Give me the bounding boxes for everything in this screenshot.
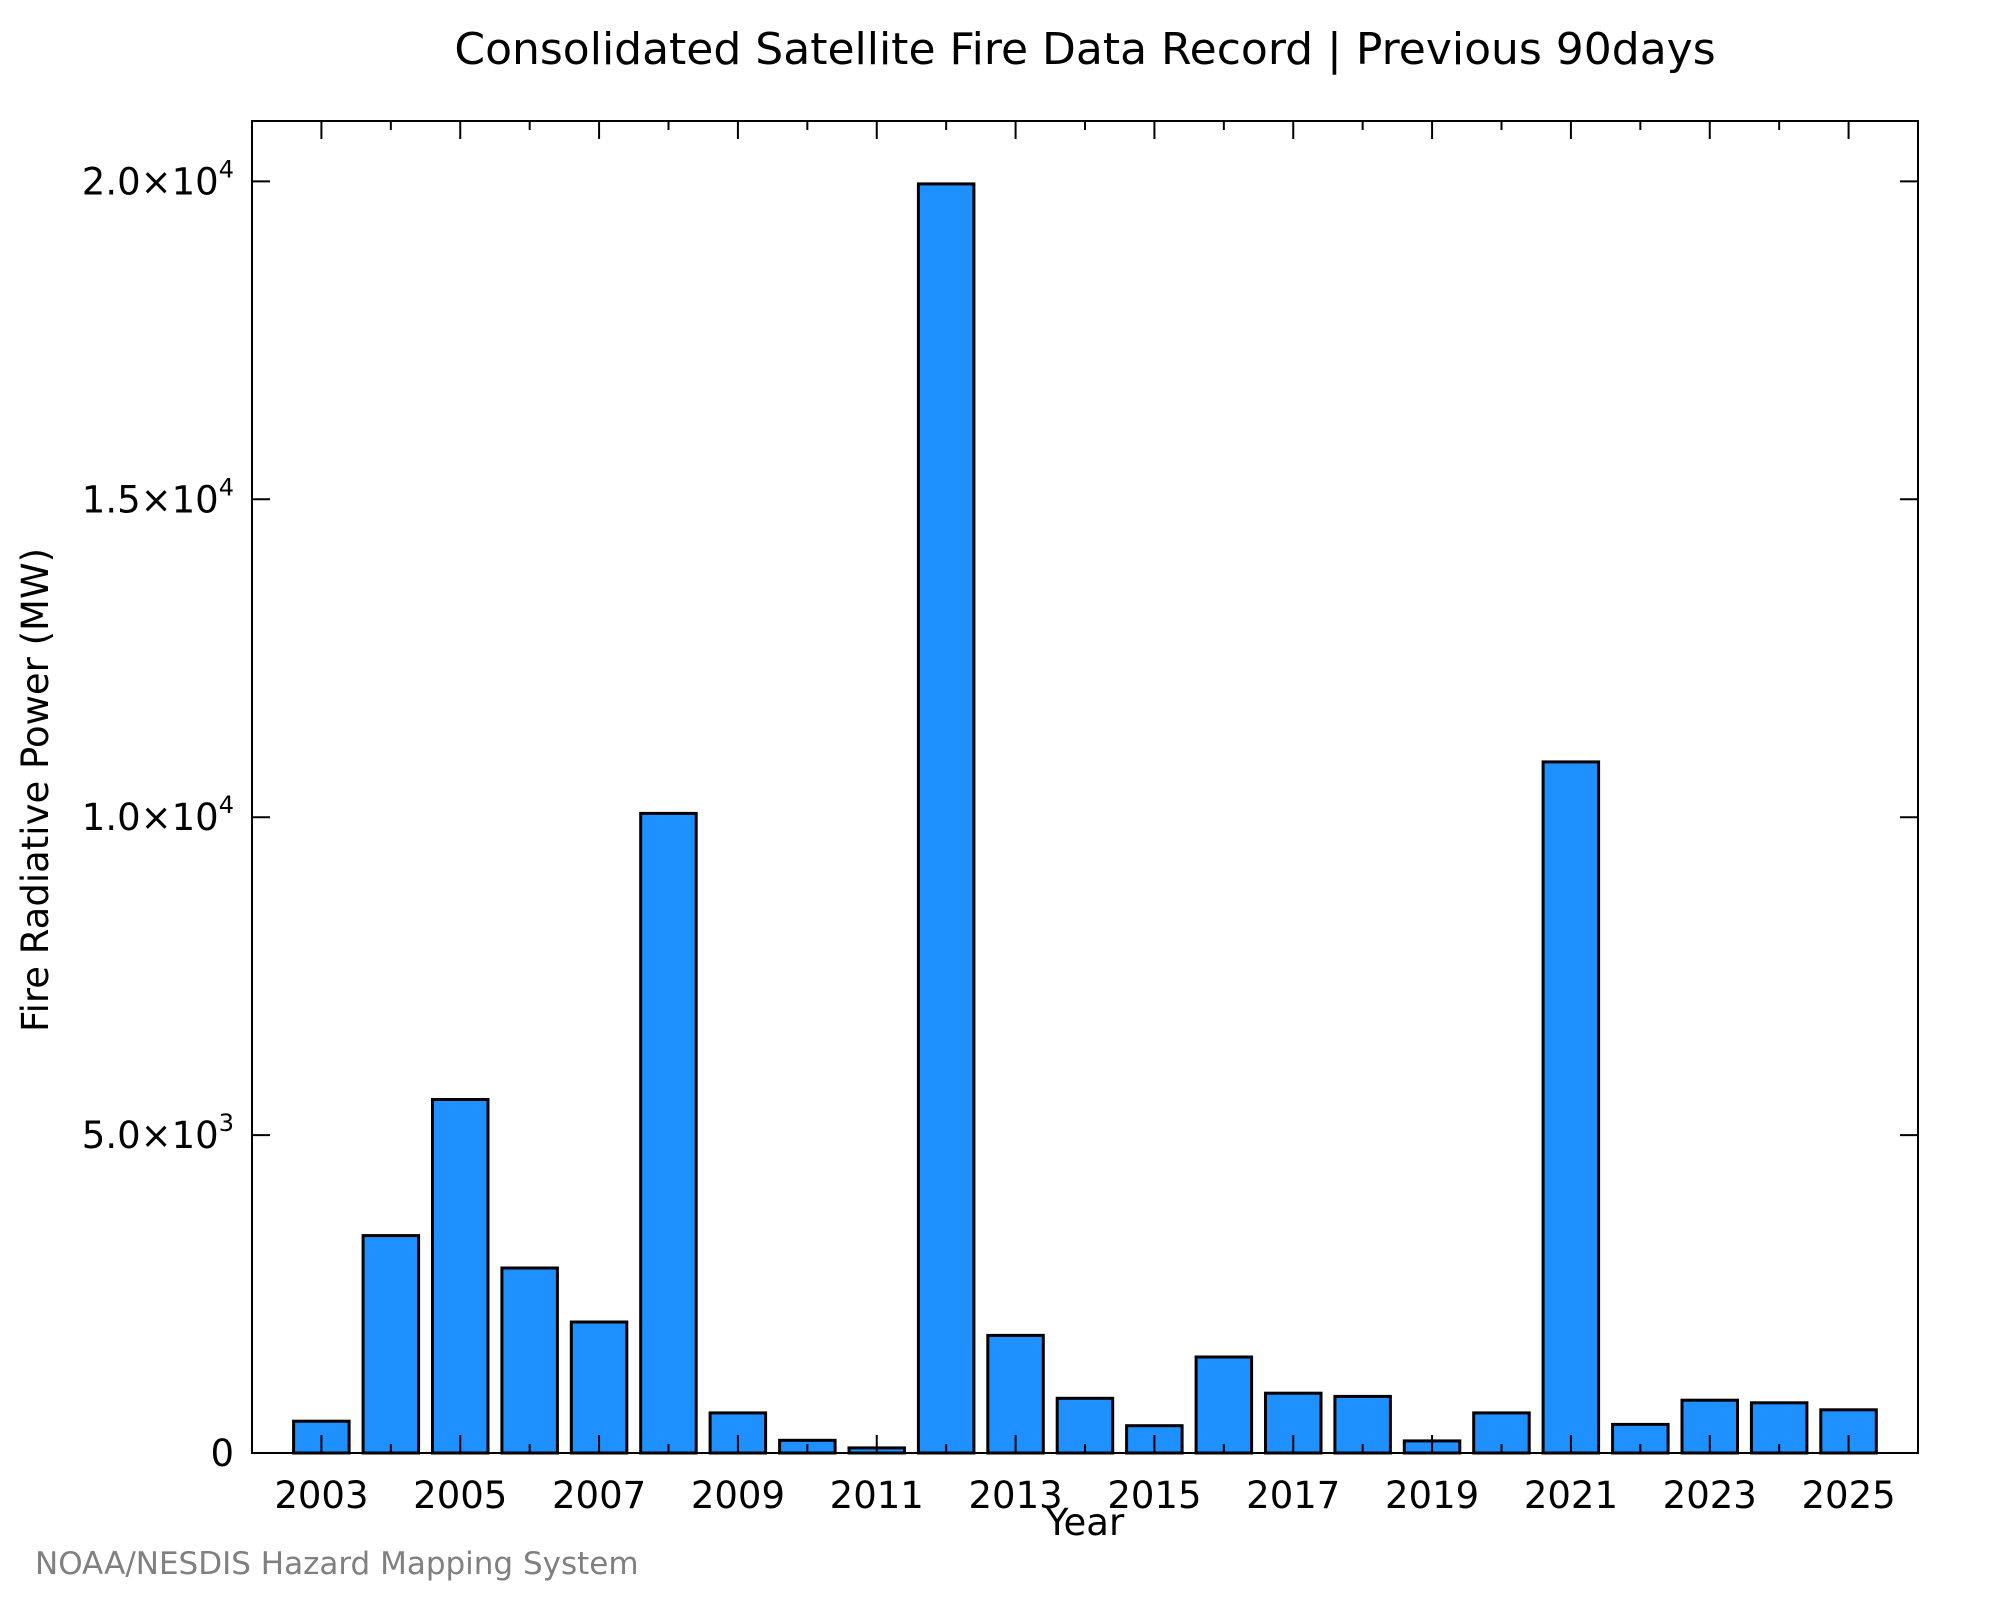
x-axis-label: Year xyxy=(1045,1501,1125,1544)
y-tick-label-20000: 2.0×104 xyxy=(82,155,234,203)
bar-2006 xyxy=(500,1266,559,1455)
x-tick-label-2017: 2017 xyxy=(1246,1474,1340,1517)
bars-group xyxy=(292,182,1878,1455)
bar-2004 xyxy=(361,1234,421,1455)
bar-2005 xyxy=(431,1098,490,1455)
x-tick-label-2011: 2011 xyxy=(830,1474,924,1517)
bar-2016 xyxy=(1194,1355,1254,1455)
x-tick-label-2025: 2025 xyxy=(1801,1474,1895,1517)
y-tick-label-15000: 1.5×104 xyxy=(82,473,234,521)
x-tick-label-2013: 2013 xyxy=(968,1474,1062,1517)
chart-title: Consolidated Satellite Fire Data Record … xyxy=(454,24,1715,75)
x-tick-label-2003: 2003 xyxy=(274,1474,368,1517)
y-tick-label-0: 0 xyxy=(210,1432,234,1475)
x-tick-label-2023: 2023 xyxy=(1663,1474,1757,1517)
bar-2021 xyxy=(1541,760,1601,1455)
ticks-group: 2003 2005 2007 2009 2011 2013 2015 2017 2019 2021… xyxy=(82,121,1918,1517)
x-tick-label-2005: 2005 xyxy=(413,1474,507,1517)
y-tick-label-10000: 1.0×104 xyxy=(82,791,234,839)
y-axis-label: Fire Radiative Power (MW) xyxy=(14,548,57,1032)
x-tick-label-2009: 2009 xyxy=(691,1474,785,1517)
bar-2008 xyxy=(639,811,698,1455)
bar-2007 xyxy=(569,1320,629,1455)
plot-frame xyxy=(251,120,1919,1454)
x-tick-label-2019: 2019 xyxy=(1385,1474,1479,1517)
x-tick-label-2007: 2007 xyxy=(552,1474,646,1517)
x-tick-label-2015: 2015 xyxy=(1107,1474,1201,1517)
x-tick-label-2021: 2021 xyxy=(1524,1474,1618,1517)
source-credit: NOAA/NESDIS Hazard Mapping System xyxy=(35,1546,639,1582)
y-tick-label-5000: 5.0×103 xyxy=(82,1109,234,1157)
bar-2012 xyxy=(916,182,976,1455)
